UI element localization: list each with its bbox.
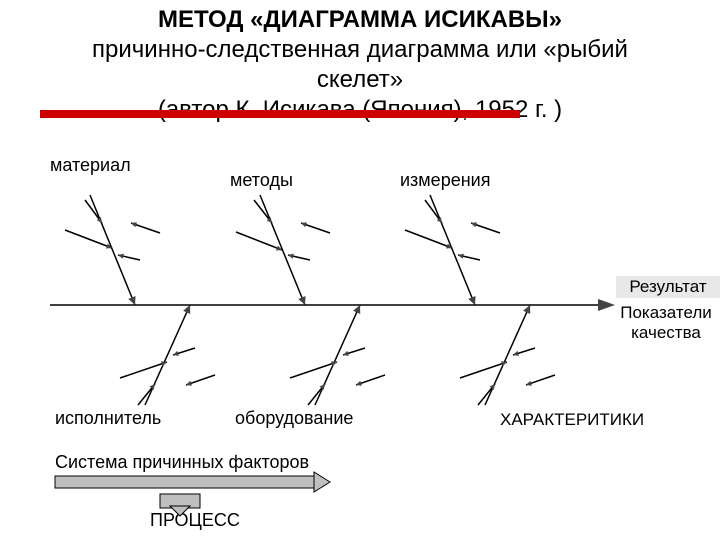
fishbone-diagram xyxy=(0,0,720,540)
slide: МЕТОД «ДИАГРАММА ИСИКАВЫ» причинно-следс… xyxy=(0,0,720,540)
